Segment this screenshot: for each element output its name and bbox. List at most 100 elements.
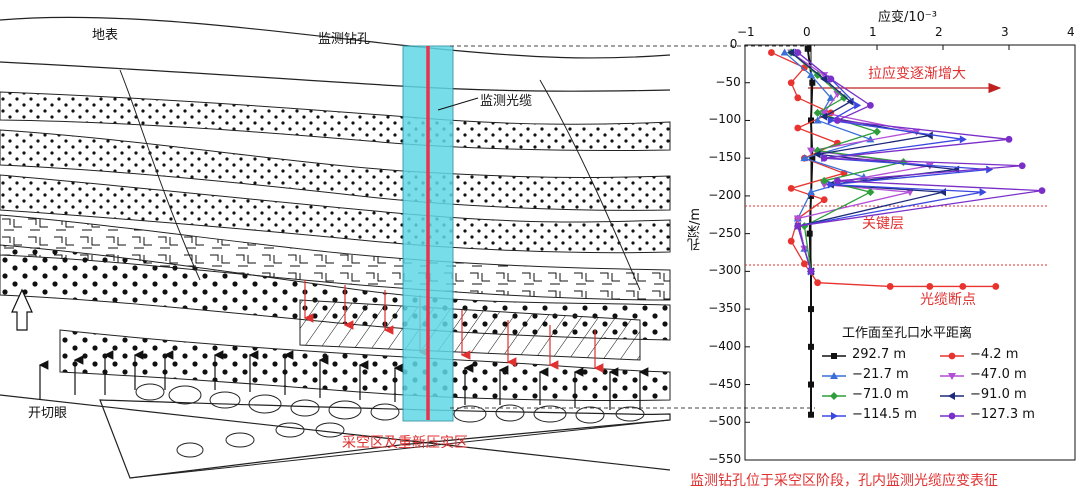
- series-point-0: [808, 192, 814, 199]
- legend-swatch-marker: [948, 392, 955, 400]
- cable-label: 监测光缆: [480, 94, 533, 109]
- series-point-6: [827, 180, 835, 189]
- series-point-4: [866, 188, 875, 197]
- series-point-7: [1005, 135, 1013, 143]
- series-point-1: [801, 260, 808, 268]
- y-tick-label: −300: [708, 263, 742, 278]
- series-point-5: [813, 150, 821, 159]
- annotation-increase: 拉应变逐渐增大: [868, 66, 966, 82]
- series-point-1: [794, 94, 802, 102]
- legend-swatch-marker: [831, 412, 838, 420]
- series-point-0: [804, 45, 811, 52]
- y-axis-label: 孔深/m: [688, 208, 703, 252]
- x-axis-label: 应变/10⁻³: [878, 10, 937, 25]
- series-point-2: [800, 154, 809, 162]
- series-point-0: [806, 230, 813, 237]
- series-point-2: [807, 71, 815, 79]
- series-point-1: [992, 283, 1000, 290]
- series-line-6: [796, 52, 990, 272]
- series-point-4: [813, 108, 822, 117]
- x-tick-label: 1: [869, 25, 877, 39]
- legend-entry: 292.7 m: [852, 347, 907, 362]
- borehole-label: 监测钻孔: [318, 32, 371, 47]
- y-tick-label: −250: [708, 225, 742, 240]
- legend-swatch-marker: [948, 352, 956, 360]
- series-point-7: [827, 75, 835, 83]
- series-point-6: [854, 101, 862, 110]
- series-point-6: [959, 135, 967, 144]
- goaf-label: 采空区及重新压实区: [342, 435, 468, 451]
- x-tick-label: 2: [935, 25, 943, 39]
- series-point-4: [820, 176, 829, 185]
- series-point-2: [780, 48, 789, 56]
- x-tick-label: −1: [737, 25, 755, 39]
- y-tick-label: −200: [708, 187, 742, 202]
- series-point-7: [867, 101, 874, 109]
- legend-swatch-marker: [948, 373, 956, 380]
- series-point-0: [808, 381, 814, 388]
- series-point-3: [820, 109, 829, 117]
- annotation-break-point: 光缆断点: [920, 292, 976, 308]
- legend-entry: −114.5 m: [852, 407, 917, 422]
- series-point-0: [809, 79, 816, 86]
- legend-entry: −127.3 m: [970, 407, 1035, 422]
- series-point-3: [820, 181, 829, 189]
- series-point-0: [808, 117, 814, 124]
- annotation-key-layer: 关键层: [862, 216, 904, 232]
- y-ticks: [745, 44, 750, 461]
- surface-label: 地表: [92, 28, 119, 43]
- series-line-7: [796, 52, 1043, 272]
- series-point-4: [840, 93, 848, 102]
- series-point-3: [807, 147, 815, 155]
- series-point-1: [794, 124, 802, 132]
- series-point-5: [939, 188, 946, 197]
- series-point-4: [873, 127, 881, 136]
- series-point-0: [809, 155, 816, 162]
- series-point-1: [926, 283, 934, 290]
- series-point-1: [814, 279, 821, 287]
- y-tick-label: −400: [708, 338, 742, 353]
- series-point-3: [793, 215, 802, 223]
- series-point-1: [768, 49, 775, 56]
- series-point-7: [1038, 187, 1046, 195]
- legend-title: 工作面至孔口水平距离: [842, 326, 973, 341]
- series-point-0: [808, 411, 814, 418]
- series-line-2: [784, 52, 873, 272]
- key-layer-lines: [745, 205, 1048, 266]
- series-point-5: [820, 74, 828, 83]
- series-point-1: [787, 184, 795, 192]
- series-point-5: [820, 112, 828, 121]
- y-tick-label: −50: [715, 74, 741, 89]
- legend-marks: [822, 352, 964, 420]
- series-point-1: [787, 237, 795, 245]
- caption: 监测钻孔位于采空区阶段，孔内监测光缆应变表征: [690, 473, 998, 489]
- series-point-1: [820, 196, 828, 204]
- series-point-1: [959, 283, 967, 290]
- series-point-1: [787, 79, 795, 87]
- geology-section: [0, 16, 815, 479]
- series-point-7: [834, 177, 841, 185]
- y-tick-label: −450: [708, 376, 742, 391]
- series-point-7: [1018, 162, 1026, 170]
- legend-swatch-marker: [830, 392, 838, 400]
- series-point-5: [925, 131, 933, 140]
- series-point-6: [986, 165, 994, 174]
- y-tick-label: 0: [729, 37, 738, 51]
- y-tick-label: −100: [708, 112, 742, 127]
- legend-entry: −4.2 m: [970, 347, 1019, 362]
- series-point-7: [794, 49, 802, 56]
- series-point-4: [813, 71, 822, 80]
- legend-entry: −21.7 m: [852, 367, 909, 382]
- series-point-2: [813, 116, 822, 124]
- series-point-7: [794, 222, 802, 230]
- series-point-1: [886, 283, 894, 290]
- x-tick-label: 3: [1001, 25, 1009, 39]
- cut-eye-label: 开切眼: [28, 406, 68, 421]
- series-group: [768, 45, 1046, 418]
- series-point-6: [979, 188, 987, 197]
- series-point-2: [807, 188, 815, 196]
- x-tick-label: 4: [1067, 25, 1075, 39]
- y-tick-label: −150: [708, 150, 742, 165]
- legend-swatch-marker: [948, 412, 956, 420]
- x-tick-label: 0: [803, 25, 811, 39]
